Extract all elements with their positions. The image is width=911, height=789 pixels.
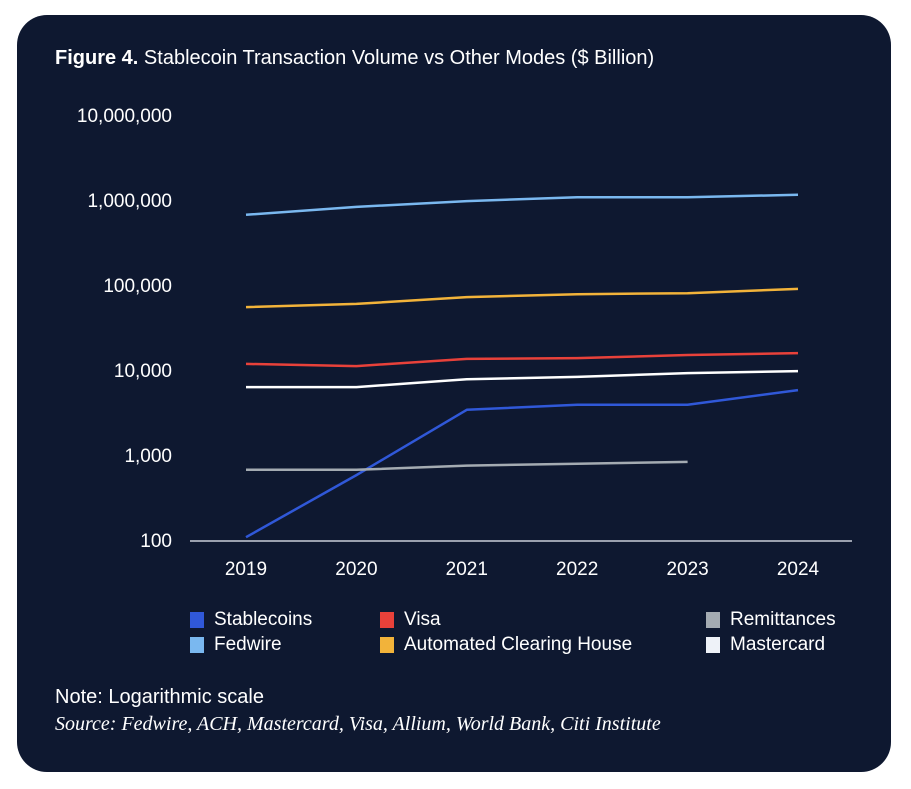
- legend-label: Automated Clearing House: [404, 634, 633, 655]
- chart-card: [17, 15, 891, 772]
- legend-label: Fedwire: [214, 634, 282, 655]
- legend-item-fedwire: Fedwire: [190, 634, 282, 656]
- legend-item-stablecoins: Stablecoins: [190, 609, 312, 631]
- x-tick-label: 2020: [335, 559, 377, 580]
- legend-swatch: [706, 637, 720, 653]
- y-tick-label: 1,000,000: [87, 191, 172, 212]
- legend-item-ach: Automated Clearing House: [380, 634, 632, 656]
- series-line-mastercard: [246, 369, 799, 389]
- series-line-automated-clearing-house: [245, 287, 799, 309]
- x-tick-label: 2024: [777, 559, 820, 580]
- title-text: Stablecoin Transaction Volume vs Other M…: [143, 47, 655, 69]
- legend-label: Remittances: [730, 609, 836, 630]
- note: Note: Logarithmic scale: [55, 686, 264, 708]
- legend-label: Visa: [404, 609, 441, 630]
- legend-swatch: [706, 612, 720, 628]
- chart-title: Figure 4. Stablecoin Transaction Volume …: [55, 47, 654, 70]
- legend-swatch: [190, 612, 204, 628]
- legend-swatch: [380, 612, 394, 628]
- legend-item-mastercard: Mastercard: [706, 634, 825, 656]
- source: Source: Fedwire, ACH, Mastercard, Visa, …: [55, 713, 661, 735]
- y-tick-label: 100: [140, 531, 172, 552]
- y-tick-label: 10,000: [114, 361, 172, 382]
- legend-swatch: [380, 637, 394, 653]
- legend-item-visa: Visa: [380, 609, 441, 631]
- x-tick-label: 2022: [556, 559, 598, 580]
- y-tick-label: 100,000: [103, 276, 172, 297]
- y-tick-label: 10,000,000: [77, 106, 172, 127]
- legend-label: Stablecoins: [214, 609, 313, 630]
- legend: Stablecoins Visa Remittances Fedwire Aut…: [190, 609, 870, 659]
- x-tick-label: 2019: [225, 559, 267, 580]
- x-tick-label: 2021: [446, 559, 488, 580]
- series-line-fedwire: [245, 193, 799, 217]
- legend-swatch: [190, 637, 204, 653]
- series-line-remittances: [246, 460, 688, 472]
- legend-item-remittances: Remittances: [706, 609, 836, 631]
- figure-label: Figure 4.: [55, 47, 139, 69]
- x-tick-label: 2023: [666, 559, 708, 580]
- y-tick-label: 1,000: [124, 446, 172, 467]
- series-line-visa: [245, 351, 799, 368]
- legend-label: Mastercard: [730, 634, 826, 655]
- series-line-stablecoins: [245, 388, 799, 539]
